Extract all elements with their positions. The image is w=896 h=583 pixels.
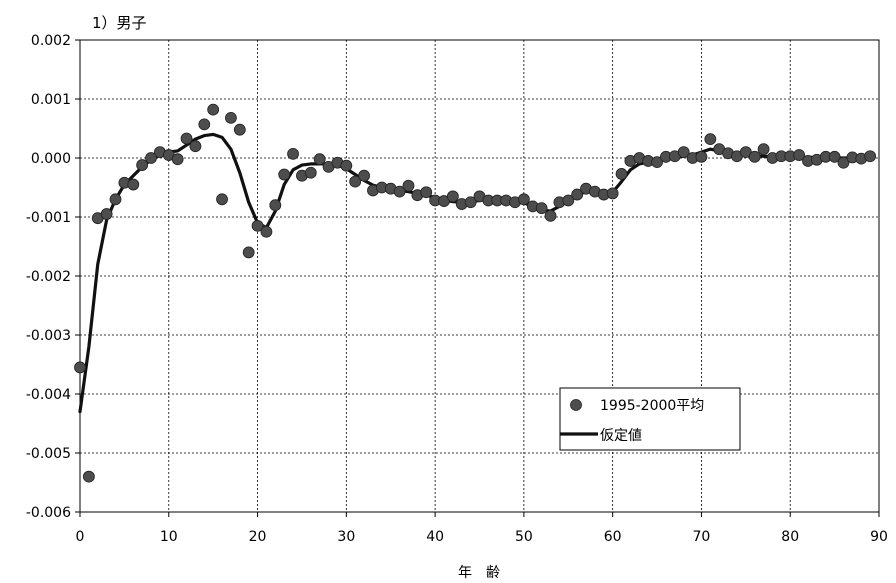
data-point: [340, 159, 353, 172]
data-point: [571, 188, 584, 201]
data-point: [207, 103, 220, 116]
y-tick-labels: 0.002 0.001 0.000 -0.001 -0.002 -0.003 -0.004 -…: [26, 33, 71, 521]
data-point: [127, 178, 140, 191]
x-tick-label: 20: [249, 529, 267, 545]
data-point: [171, 153, 184, 166]
data-point: [313, 153, 326, 166]
data-point: [216, 193, 228, 206]
x-tick-label: 50: [515, 529, 533, 545]
data-point: [269, 199, 282, 212]
data-point: [695, 150, 708, 163]
y-tick-label: -0.002: [26, 269, 71, 285]
y-tick-label: 0.001: [31, 92, 71, 108]
data-point: [225, 111, 237, 124]
data-point: [100, 208, 113, 220]
legend-marker-points: [570, 399, 582, 411]
data-point: [864, 150, 877, 163]
data-point: [189, 140, 202, 153]
x-tick-labels: 0 10 20 30 40 50 60 70 80 90: [76, 529, 888, 545]
y-tick-label: -0.003: [26, 328, 71, 344]
data-point: [446, 190, 459, 203]
y-tick-label: -0.006: [26, 505, 71, 521]
data-point: [109, 193, 122, 206]
legend-label-line: 仮定値: [600, 428, 642, 444]
data-point: [136, 159, 149, 171]
plot-background: [80, 40, 879, 512]
y-tick-label: 0.002: [31, 33, 71, 49]
legend: 1995-2000平均 仮定値: [559, 387, 741, 451]
legend-box: [559, 387, 741, 451]
legend-label-points: 1995-2000平均: [600, 398, 704, 414]
x-tick-label: 10: [160, 529, 178, 545]
data-point: [393, 185, 406, 198]
y-tick-label: -0.005: [26, 446, 71, 462]
data-point: [544, 209, 557, 222]
x-tick-label: 70: [693, 529, 711, 545]
data-point: [402, 179, 415, 192]
data-point: [677, 146, 690, 159]
data-point: [615, 168, 628, 180]
data-point: [464, 196, 477, 209]
data-point: [562, 194, 575, 207]
data-point: [420, 186, 433, 199]
axis-ticks: [75, 39, 880, 517]
x-tick-label: 90: [870, 529, 888, 545]
data-point: [145, 152, 157, 164]
data-point: [606, 187, 619, 200]
data-point: [757, 143, 770, 156]
x-tick-label: 40: [426, 529, 444, 545]
data-point: [251, 219, 264, 232]
data-point: [748, 150, 761, 163]
data-point: [287, 147, 299, 160]
data-point: [517, 193, 530, 206]
chart-title: 1）男子: [92, 14, 147, 32]
data-point: [837, 156, 850, 169]
series-points-avg: [74, 103, 877, 483]
x-tick-label: 80: [781, 529, 799, 545]
data-point: [233, 123, 246, 136]
data-point: [349, 175, 362, 188]
data-point: [278, 168, 291, 181]
data-point: [704, 133, 717, 146]
data-point: [651, 156, 663, 169]
data-point: [793, 149, 805, 161]
x-tick-label: 30: [337, 529, 355, 545]
data-point: [535, 202, 548, 215]
data-point: [304, 166, 317, 179]
data-point: [358, 169, 370, 182]
x-tick-label: 0: [76, 529, 85, 545]
data-point: [180, 132, 193, 145]
data-point: [198, 118, 211, 131]
data-point: [82, 470, 95, 483]
data-point: [260, 225, 273, 238]
x-tick-label: 60: [604, 529, 622, 545]
y-tick-label: -0.004: [26, 387, 71, 403]
data-point: [242, 246, 255, 259]
x-axis-label: 年 齢: [458, 565, 500, 581]
y-tick-label: 0.000: [31, 151, 71, 167]
data-point: [74, 361, 86, 374]
y-tick-label: -0.001: [26, 210, 71, 226]
data-point: [828, 150, 841, 163]
